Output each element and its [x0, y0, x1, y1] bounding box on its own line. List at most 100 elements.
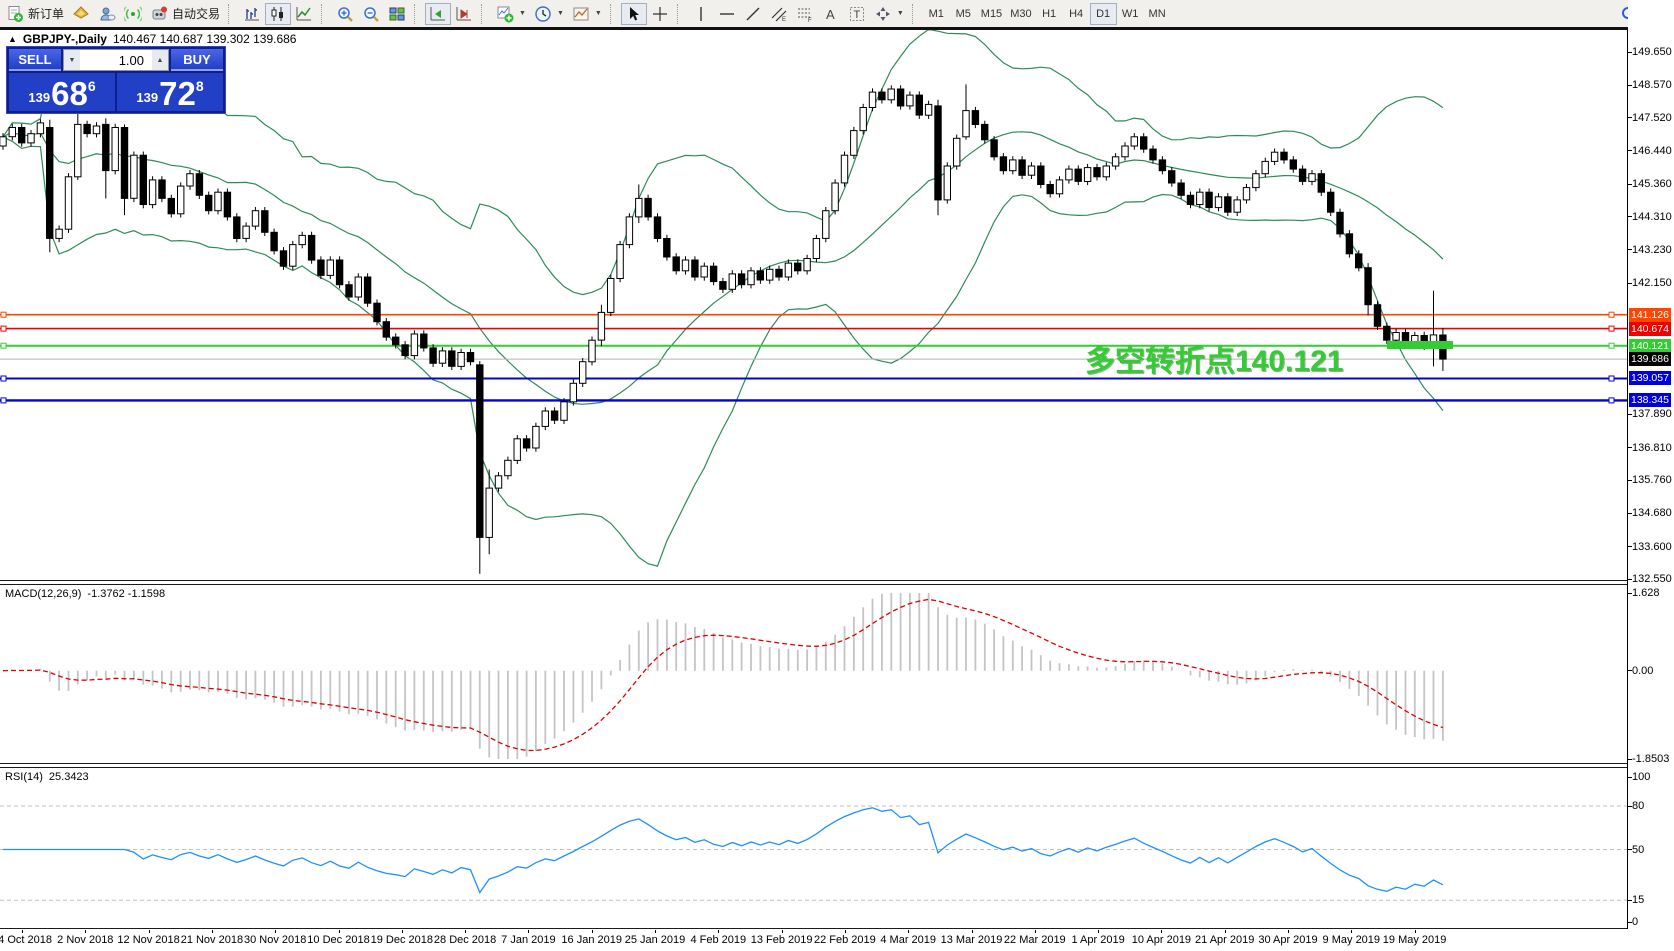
- price-tag: 141.126: [1629, 307, 1671, 322]
- price-axis-border: [1627, 30, 1628, 929]
- date-tick-mark: [1161, 930, 1163, 933]
- signals-button[interactable]: [120, 3, 146, 25]
- arrows-tool[interactable]: ▼: [870, 3, 908, 25]
- price-tag: 140.121: [1629, 338, 1671, 353]
- trendline-tool[interactable]: [740, 3, 766, 25]
- timeframe-h4[interactable]: H4: [1063, 3, 1090, 25]
- macd-canvas[interactable]: [0, 585, 1628, 762]
- timeframe-h1[interactable]: H1: [1036, 3, 1063, 25]
- main-chart-canvas[interactable]: [0, 30, 1628, 580]
- toolbar-separator: [911, 3, 920, 24]
- indicators-button[interactable]: ▼: [492, 3, 530, 25]
- text-tool[interactable]: A: [818, 3, 844, 25]
- sell-price[interactable]: 139 68 6: [9, 73, 115, 111]
- axis-tick-mark: [1628, 479, 1632, 481]
- auto-scroll-button[interactable]: [425, 2, 452, 25]
- macd-label-row: MACD(12,26,9) -1.3762 -1.1598: [5, 588, 165, 600]
- price-tick-label: 133.600: [1632, 540, 1672, 553]
- templates-button[interactable]: ▼: [568, 3, 606, 25]
- buy-price-point: 8: [195, 78, 204, 94]
- axis-tick-mark: [1628, 282, 1632, 284]
- chevron-down-icon: ▼: [594, 10, 602, 17]
- zoom-out-button[interactable]: [358, 3, 384, 25]
- rsi-tick-label: 15: [1632, 894, 1645, 907]
- autotrading-button[interactable]: 自动交易: [146, 3, 224, 25]
- sell-button[interactable]: SELL: [9, 49, 61, 71]
- timeframe-m5[interactable]: M5: [950, 3, 977, 25]
- axis-tick-mark: [1628, 805, 1632, 807]
- date-label: 22 Mar 2019: [1003, 934, 1066, 946]
- channel-tool[interactable]: E: [766, 3, 792, 25]
- buy-price[interactable]: 139 72 8: [117, 73, 223, 111]
- crosshair-tool-button[interactable]: [647, 3, 673, 25]
- profile-icon: [98, 5, 116, 23]
- panel-divider[interactable]: [0, 580, 1674, 585]
- timeframe-w1[interactable]: W1: [1117, 3, 1144, 25]
- vertical-line-tool[interactable]: [688, 3, 714, 25]
- trendline-icon: [744, 5, 762, 23]
- clock-icon: [534, 5, 552, 23]
- date-tick-mark: [1098, 930, 1100, 933]
- new-order-button[interactable]: 新订单: [2, 3, 68, 25]
- periods-button[interactable]: ▼: [530, 3, 568, 25]
- axis-tick-mark: [1628, 899, 1632, 901]
- buy-price-pips: 72: [159, 74, 196, 112]
- volume-value[interactable]: 1.00: [118, 53, 144, 68]
- text-label-tool[interactable]: T: [844, 3, 870, 25]
- volume-up-button[interactable]: ▲: [152, 50, 168, 70]
- date-label: 10 Dec 2018: [307, 934, 370, 946]
- chevron-down-icon: ▼: [556, 10, 564, 17]
- date-label: 1 Apr 2019: [1071, 934, 1125, 946]
- date-label: 16 Jan 2019: [561, 934, 622, 946]
- macd-panel[interactable]: MACD(12,26,9) -1.3762 -1.1598: [0, 585, 1628, 762]
- candlestick-chart-button[interactable]: [265, 2, 292, 25]
- main-chart-panel[interactable]: ▲ GBPJPY-,Daily 140.467 140.687 139.302 …: [0, 30, 1628, 580]
- editor-button[interactable]: [68, 3, 94, 25]
- candles-layer: [0, 84, 1447, 574]
- price-axis[interactable]: 149.650 148.570 147.520 146.440 145.360 144.3…: [1628, 0, 1674, 951]
- tile-windows-button[interactable]: [384, 3, 410, 25]
- indicators-icon: [496, 5, 514, 23]
- timeframe-m30[interactable]: M30: [1006, 3, 1035, 25]
- collapse-panel-icon[interactable]: ▲: [8, 34, 17, 44]
- toolbar-separator: [228, 3, 236, 24]
- buy-button[interactable]: BUY: [171, 49, 223, 71]
- chevron-down-icon: ▼: [519, 10, 526, 17]
- timeframe-m15[interactable]: M15: [977, 3, 1006, 25]
- date-label: 25 Jan 2019: [624, 934, 686, 946]
- zoom-in-button[interactable]: [332, 3, 358, 25]
- axis-tick-mark: [1628, 592, 1632, 594]
- date-label: 7 Jan 2019: [501, 934, 556, 946]
- price-tick-label: 147.520: [1632, 111, 1672, 124]
- panel-divider[interactable]: [0, 763, 1674, 768]
- rsi-panel[interactable]: RSI(14) 25.3423: [0, 768, 1628, 929]
- one-click-trading-panel: SELL ▼ 1.00 ▲ BUY 139 68 6 139 72 8: [6, 46, 226, 114]
- axis-tick-mark: [1628, 578, 1632, 580]
- axis-tick-mark: [1628, 758, 1632, 760]
- horizontal-line-tool[interactable]: [714, 3, 740, 25]
- chart-shift-button[interactable]: [451, 3, 477, 25]
- date-label: 21 Nov 2018: [180, 934, 244, 946]
- volume-down-button[interactable]: ▼: [64, 50, 80, 70]
- community-button[interactable]: [94, 3, 120, 25]
- timeframe-d1[interactable]: D1: [1089, 2, 1117, 25]
- timeframe-mn[interactable]: MN: [1144, 3, 1171, 25]
- zoom-out-icon: [362, 5, 380, 23]
- bar-chart-button[interactable]: [239, 3, 265, 25]
- timeframe-m1[interactable]: M1: [923, 3, 950, 25]
- date-tick-mark: [1351, 930, 1353, 933]
- axis-tick-mark: [1628, 849, 1632, 850]
- autotrading-label: 自动交易: [172, 7, 221, 21]
- cursor-tool-button[interactable]: [620, 2, 647, 25]
- rsi-tick-label: 0: [1632, 916, 1639, 928]
- date-label: 9 May 2019: [1322, 934, 1381, 946]
- rsi-canvas[interactable]: [0, 768, 1628, 928]
- fibonacci-tool[interactable]: F: [792, 3, 818, 25]
- price-lines[interactable]: [0, 311, 1627, 404]
- svg-text:E: E: [782, 17, 786, 23]
- line-chart-button[interactable]: [291, 3, 317, 25]
- highlight-segment[interactable]: [1387, 341, 1453, 349]
- fibonacci-icon: F: [796, 5, 814, 23]
